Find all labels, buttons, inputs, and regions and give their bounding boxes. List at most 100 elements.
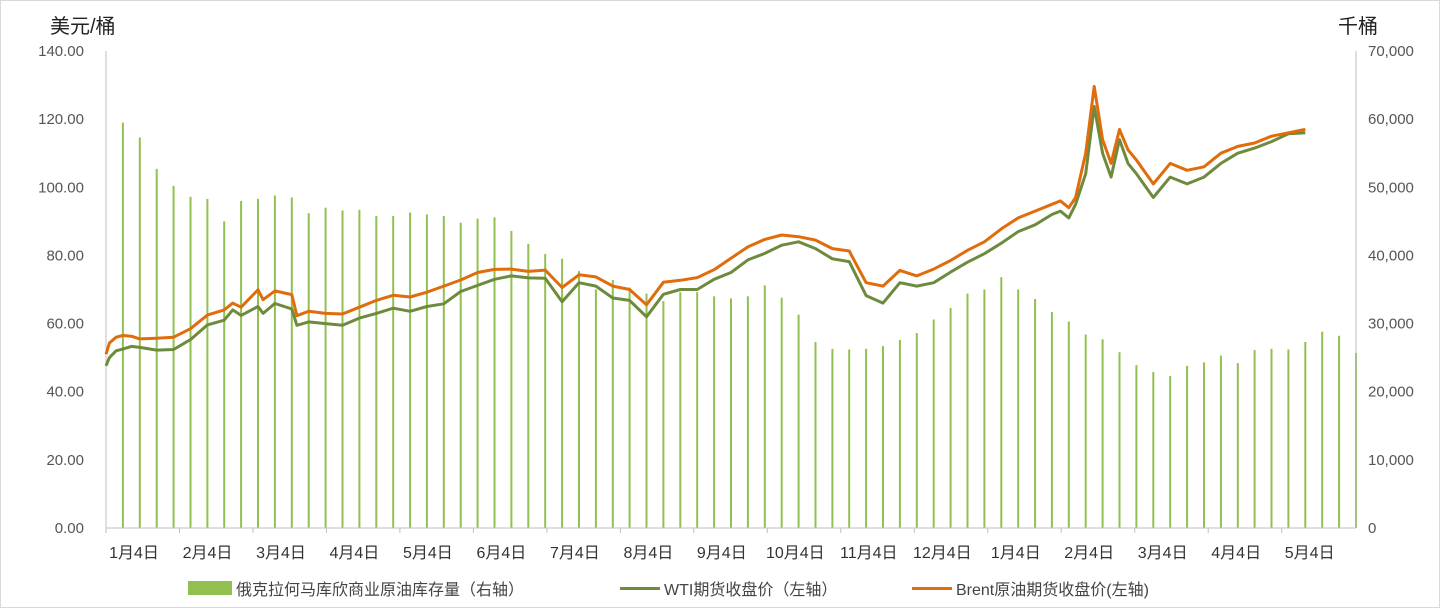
x-tick-label: 4月4日: [329, 545, 379, 562]
right-tick-label: 20,000: [1368, 384, 1414, 401]
inventory-bar: [645, 293, 648, 528]
x-tick-label: 5月4日: [1285, 545, 1335, 562]
right-tick-label: 50,000: [1368, 179, 1414, 196]
inventory-bar: [155, 168, 158, 528]
legend-label-brent: Brent原油期货收盘价(左轴): [956, 582, 1149, 599]
inventory-bar: [628, 287, 631, 528]
inventory-bar: [273, 195, 276, 528]
inventory-bar: [1287, 349, 1290, 528]
inventory-bar: [1084, 334, 1087, 528]
inventory-bar: [1321, 331, 1324, 528]
x-tick-label: 12月4日: [913, 545, 972, 562]
right-tick-label: 70,000: [1368, 43, 1414, 60]
inventory-bar: [746, 296, 749, 528]
left-tick-label: 100.00: [38, 179, 84, 196]
left-tick-label: 60.00: [46, 316, 84, 333]
inventory-bar: [257, 198, 259, 528]
inventory-bar: [1017, 289, 1020, 528]
inventory-bar: [1270, 348, 1273, 528]
legend-item-brent: Brent原油期货收盘价(左轴): [912, 576, 1149, 600]
inventory-bar: [121, 122, 124, 528]
inventory-bar: [932, 319, 935, 528]
inventory-bar: [915, 333, 918, 528]
x-tick-label: 6月4日: [476, 545, 526, 562]
inventory-bar: [848, 349, 851, 528]
inventory-bar: [206, 198, 209, 528]
left-tick-label: 40.00: [46, 384, 84, 401]
left-tick-label: 80.00: [46, 247, 84, 264]
inventory-bar: [459, 222, 462, 528]
inventory-bar: [240, 200, 243, 528]
x-tick-label: 1月4日: [991, 545, 1041, 562]
inventory-bar: [1067, 321, 1070, 528]
inventory-bar: [561, 258, 564, 528]
x-tick-label: 7月4日: [550, 545, 600, 562]
legend-swatch-wti: [620, 586, 660, 590]
inventory-bar: [425, 214, 428, 528]
wti-line: [104, 105, 1306, 367]
inventory-bar: [1186, 365, 1189, 528]
x-tick-label: 4月4日: [1211, 545, 1261, 562]
inventory-bar: [172, 185, 175, 528]
bars-layer: [121, 122, 1357, 529]
inventory-bar: [1203, 362, 1205, 528]
inventory-bar: [1219, 355, 1222, 528]
inventory-bar: [358, 209, 361, 529]
left-tick-label: 20.00: [46, 452, 84, 469]
inventory-bar: [307, 213, 310, 528]
inventory-bar: [949, 307, 952, 528]
inventory-bar: [1050, 312, 1053, 528]
brent-line: [104, 84, 1306, 355]
inventory-bar: [983, 289, 986, 528]
inventory-bar: [1338, 335, 1341, 528]
x-tick-label: 3月4日: [1138, 545, 1188, 562]
legend: 俄克拉何马库欣商业原油库存量（右轴） WTI期货收盘价（左轴） Brent原油期…: [0, 576, 1440, 600]
inventory-bar: [1118, 352, 1121, 528]
x-tick-label: 1月4日: [109, 545, 159, 562]
inventory-bar: [662, 301, 665, 528]
left-tick-label: 120.00: [38, 111, 84, 128]
x-tick-label: 5月4日: [403, 545, 453, 562]
inventory-bar: [898, 339, 901, 528]
inventory-bar: [189, 196, 192, 529]
inventory-bar: [1169, 376, 1172, 528]
inventory-bar: [780, 297, 783, 528]
inventory-bar: [578, 271, 580, 528]
right-axis-title: 千桶: [1338, 16, 1378, 38]
axes-layer: [105, 51, 1357, 529]
inventory-bar: [594, 289, 597, 528]
right-tick-label: 60,000: [1368, 111, 1414, 128]
inventory-bar: [510, 230, 513, 528]
legend-swatch-inventory: [188, 581, 232, 595]
inventory-bar: [1152, 372, 1155, 528]
legend-item-inventory: 俄克拉何马库欣商业原油库存量（右轴）: [188, 576, 524, 600]
inventory-bar: [611, 280, 614, 528]
inventory-bar: [713, 296, 716, 528]
right-tick-label: 10,000: [1368, 452, 1414, 469]
inventory-bar: [1034, 299, 1037, 528]
x-tick-label: 8月4日: [623, 545, 673, 562]
right-tick-label: 0: [1368, 520, 1376, 537]
inventory-bar: [476, 218, 479, 528]
x-tick-label: 9月4日: [697, 545, 747, 562]
legend-label-inventory: 俄克拉何马库欣商业原油库存量（右轴）: [236, 582, 525, 599]
inventory-bar: [544, 254, 547, 528]
inventory-bar: [442, 215, 445, 528]
x-tick-label: 11月4日: [840, 545, 898, 562]
inventory-bar: [138, 137, 141, 528]
inventory-bar: [1135, 365, 1138, 528]
right-tick-label: 30,000: [1368, 316, 1414, 333]
left-tick-label: 140.00: [38, 43, 84, 60]
x-tick-label: 2月4日: [1064, 545, 1114, 562]
inventory-bar: [797, 314, 800, 528]
legend-label-wti: WTI期货收盘价（左轴）: [664, 582, 838, 599]
x-tick-label: 2月4日: [183, 545, 233, 562]
inventory-bar: [527, 243, 530, 529]
inventory-bar: [341, 210, 344, 528]
inventory-bar: [763, 285, 766, 528]
inventory-bar: [1101, 339, 1104, 528]
inventory-bar: [1253, 350, 1256, 528]
inventory-bar: [882, 346, 884, 528]
